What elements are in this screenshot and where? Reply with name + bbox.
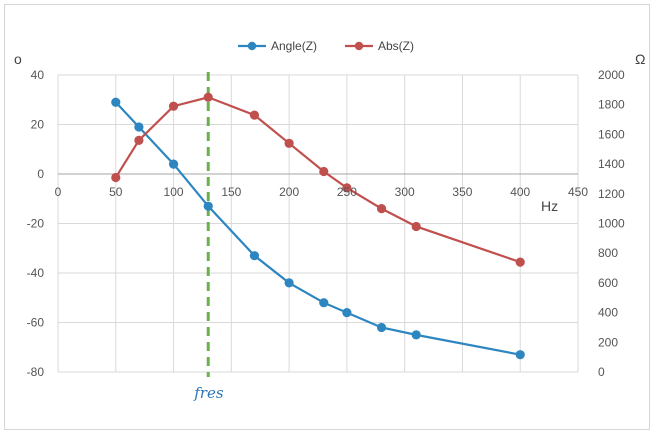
y-right-tick-label: 1000 <box>598 217 625 231</box>
x-tick-label: 200 <box>279 185 299 199</box>
series-point-abs <box>111 172 121 183</box>
series-layer <box>111 92 525 360</box>
series-point-abs <box>168 101 179 111</box>
series-point-angle <box>111 97 121 107</box>
series-point-angle <box>319 298 329 308</box>
left-axis-unit: o <box>14 51 22 67</box>
y-left-tick-label: 40 <box>31 68 45 82</box>
x-axis-unit: Hz <box>541 198 558 214</box>
x-tick-label: 100 <box>164 185 184 199</box>
y-right-tick-label: 400 <box>598 306 618 320</box>
x-tick-label: 300 <box>395 185 415 199</box>
x-tick-label: 150 <box>221 185 241 199</box>
right-axis-unit: Ω <box>635 51 645 67</box>
series-point-angle <box>168 159 179 169</box>
grid-lines <box>57 74 579 373</box>
series-point-abs <box>411 221 421 232</box>
x-tick-label: 400 <box>510 185 530 199</box>
series-point-abs <box>203 92 213 102</box>
y-left-tick-label: 20 <box>31 118 45 132</box>
legend-label: Abs(Z) <box>378 39 414 53</box>
y-left-tick-label: -20 <box>27 217 45 231</box>
series-point-abs <box>284 138 294 148</box>
legend-marker <box>247 41 257 51</box>
series-point-angle <box>284 278 294 288</box>
x-tick-label: 350 <box>452 185 472 199</box>
series-line-abs <box>114 96 521 264</box>
series-point-abs <box>376 204 387 214</box>
y-left-tick-label: -40 <box>27 266 45 280</box>
x-tick-label: 250 <box>337 185 357 199</box>
legend-label: Angle(Z) <box>271 39 317 53</box>
y-right-tick-label: 2000 <box>598 68 625 82</box>
series-point-abs <box>134 135 144 145</box>
series-point-angle <box>249 251 260 261</box>
series-point-abs <box>342 183 352 193</box>
y-left-tick-label: 0 <box>37 167 44 181</box>
y-right-tick-label: 0 <box>598 365 605 379</box>
y-right-tick-label: 1400 <box>598 157 625 171</box>
legend: Angle(Z) Abs(Z) <box>238 39 414 53</box>
y-right-tick-label: 600 <box>598 276 618 290</box>
series-point-abs <box>249 110 260 120</box>
y-left-tick-label: -60 <box>27 316 45 330</box>
series-point-abs <box>319 166 329 177</box>
y-right-tick-label: 200 <box>598 335 618 349</box>
series-point-angle <box>203 201 213 211</box>
y-right-tick-label: 1600 <box>598 127 625 141</box>
x-tick-label: 0 <box>55 185 62 199</box>
series-line-angle <box>114 101 521 356</box>
x-tick-label: 450 <box>568 185 588 199</box>
series-point-angle <box>411 330 421 340</box>
y-right-tick-label: 1800 <box>598 98 625 112</box>
series-point-angle <box>515 350 525 360</box>
y-right-tick-label: 800 <box>598 246 618 260</box>
series-point-angle <box>342 308 352 318</box>
series-point-angle <box>134 122 144 132</box>
y-right-tick-label: 1200 <box>598 187 625 201</box>
y-left-tick-label: -80 <box>27 365 45 379</box>
x-tick-label: 50 <box>109 185 123 199</box>
legend-marker <box>354 41 364 51</box>
fres-label: fres <box>193 384 224 402</box>
series-point-angle <box>376 322 387 333</box>
series-point-abs <box>515 257 525 267</box>
